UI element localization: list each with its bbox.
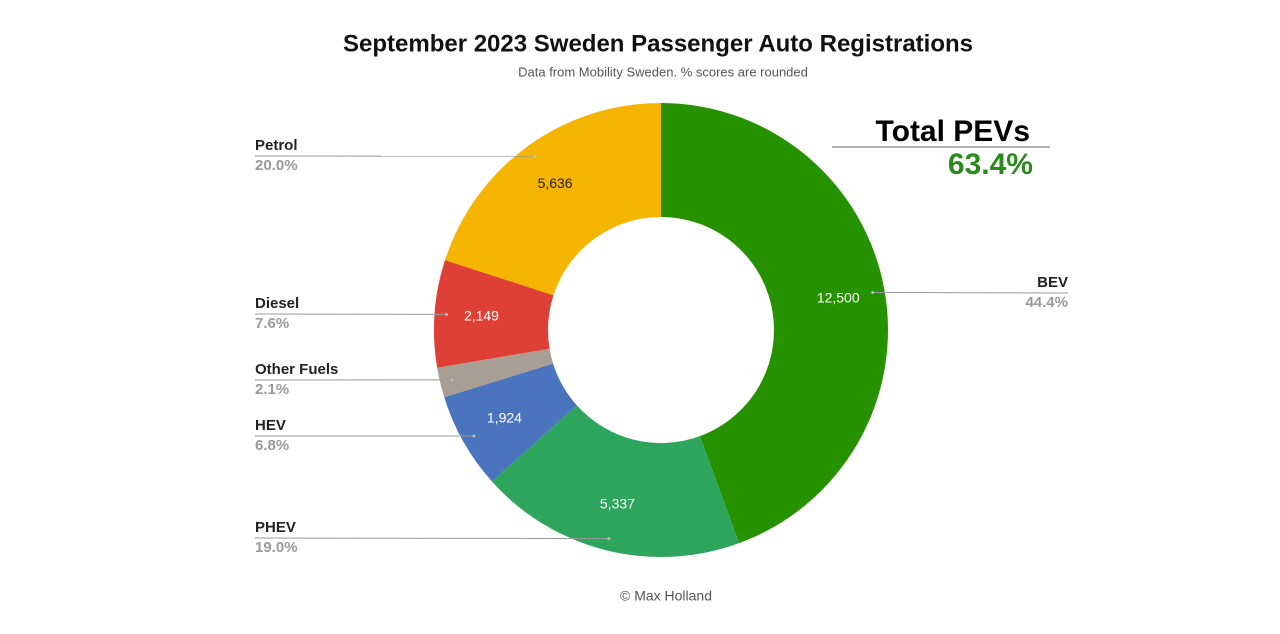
leader-dot — [445, 312, 449, 316]
value-label: 12,500 — [817, 289, 860, 305]
legend-label: HEV — [255, 417, 286, 434]
slice — [434, 260, 554, 368]
slice — [445, 103, 661, 296]
legend-label: Diesel — [255, 295, 299, 312]
value-label: 1,924 — [487, 409, 522, 425]
percent-label: 19.0% — [255, 539, 298, 556]
leader-dot — [472, 434, 476, 438]
legend-label: PHEV — [255, 519, 296, 536]
leader-dot — [450, 378, 454, 382]
legend-label: Petrol — [255, 137, 298, 154]
slice — [491, 405, 740, 557]
chart-subtitle: Data from Mobility Sweden. % scores are … — [518, 64, 808, 79]
leader-dot — [532, 154, 536, 158]
labels: 12,500 BEV 44.4% 5,337 PHEV 19.0% 1,924 HEV 6.8%… — [254, 137, 1069, 556]
slice — [444, 363, 577, 482]
leader-line — [254, 537, 609, 540]
chart-title: September 2023 Sweden Passenger Auto Reg… — [343, 30, 973, 57]
value-label: 2,149 — [464, 308, 499, 324]
slice — [437, 348, 554, 398]
value-label: 5,337 — [600, 495, 635, 511]
leader-line — [872, 291, 1069, 294]
annotation-value: 63.4% — [948, 148, 1033, 181]
leader-dot — [607, 537, 611, 541]
percent-label: 6.8% — [255, 437, 289, 454]
leader-dot — [871, 290, 875, 294]
credit: © Max Holland — [620, 588, 712, 604]
percent-label: 2.1% — [255, 381, 289, 398]
annotation-title: Total PEVs — [876, 115, 1030, 148]
donut — [434, 103, 888, 557]
value-label: 5,636 — [538, 175, 573, 191]
legend-label: BEV — [1037, 274, 1068, 291]
percent-label: 20.0% — [255, 157, 298, 174]
legend-label: Other Fuels — [255, 361, 338, 378]
slice — [661, 103, 888, 544]
percent-label: 7.6% — [255, 315, 289, 332]
percent-label: 44.4% — [1025, 294, 1068, 311]
